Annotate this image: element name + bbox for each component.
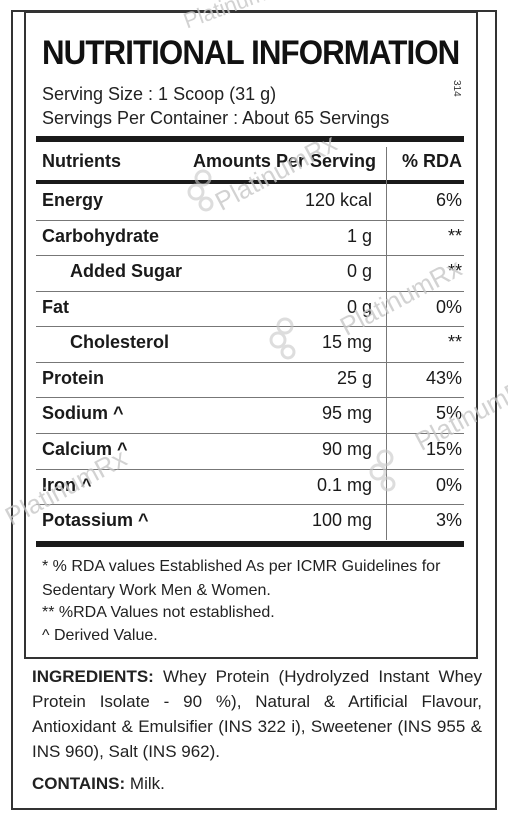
- column-divider: [386, 147, 387, 540]
- watermark-logo-icon: [269, 317, 296, 360]
- row-divider: [36, 469, 464, 470]
- table-row: Carbohydrate 1 g **: [36, 222, 464, 252]
- nutrient-name: Potassium ^: [42, 510, 149, 530]
- nutrient-name: Calcium ^: [42, 439, 128, 459]
- nutrient-rda: 0%: [435, 297, 462, 317]
- nutrient-name: Added Sugar: [70, 261, 183, 281]
- nutrient-name: Sodium ^: [42, 403, 124, 423]
- table-row: Added Sugar 0 g **: [36, 257, 464, 287]
- nutrient-amount: 25 g: [336, 368, 372, 388]
- top-divider: [36, 136, 464, 142]
- table-row: Calcium ^ 90 mg 15%: [36, 435, 464, 465]
- contains-text: Milk.: [129, 774, 165, 793]
- nutrient-rda: 6%: [435, 190, 462, 210]
- footnote: * % RDA values Established As per ICMR G…: [42, 558, 441, 575]
- nutrient-name: Cholesterol: [70, 332, 170, 352]
- nutrient-rda: 15%: [425, 439, 462, 459]
- table-row: Potassium ^ 100 mg 3%: [36, 506, 464, 536]
- header-divider: [36, 180, 464, 184]
- row-divider: [36, 433, 464, 434]
- nutrient-amount: 0 g: [346, 297, 372, 317]
- nutrient-amount: 0 g: [346, 261, 372, 281]
- nutrition-facts-box: [24, 11, 478, 659]
- contains-label: CONTAINS:: [32, 774, 126, 793]
- table-row: Iron ^ 0.1 mg 0%: [36, 471, 464, 501]
- table-row: Energy 120 kcal 6%: [36, 186, 464, 216]
- table-header-row: Nutrients Amounts Per Serving % RDA: [36, 147, 464, 177]
- nutrient-rda: 5%: [435, 403, 462, 423]
- table-row: Protein 25 g 43%: [36, 364, 464, 394]
- footnote: ** %RDA Values not established.: [42, 604, 275, 621]
- header-nutrients: Nutrients: [42, 151, 122, 171]
- nutrient-amount: 120 kcal: [304, 190, 372, 210]
- row-divider: [36, 397, 464, 398]
- nutrient-amount: 90 mg: [321, 439, 372, 459]
- row-divider: [36, 255, 464, 256]
- ingredients-text: Whey Protein (Hydrolyzed Instant Whey Pr…: [32, 667, 482, 761]
- footnote: Sedentary Work Men & Women.: [42, 582, 271, 599]
- row-divider: [36, 504, 464, 505]
- watermark-logo-icon: [369, 449, 396, 492]
- nutrient-amount: 1 g: [346, 226, 372, 246]
- nutrition-label-panel: [11, 10, 497, 810]
- nutrient-rda: **: [447, 332, 462, 352]
- nutrient-amount: 95 mg: [321, 403, 372, 423]
- nutrient-rda: 0%: [435, 475, 462, 495]
- row-divider: [36, 326, 464, 327]
- row-divider: [36, 291, 464, 292]
- nutrient-name: Carbohydrate: [42, 226, 160, 246]
- row-divider: [36, 220, 464, 221]
- side-code: 314: [451, 80, 462, 97]
- nutrient-amount: 15 mg: [321, 332, 372, 352]
- header-amount: Amounts Per Serving: [192, 151, 376, 171]
- nutrient-rda: **: [447, 261, 462, 281]
- servings-per-container: Servings Per Container : About 65 Servin…: [42, 108, 390, 128]
- nutrient-rda: **: [447, 226, 462, 246]
- nutrient-name: Energy: [42, 190, 104, 210]
- nutrient-rda: 3%: [435, 510, 462, 530]
- ingredients-label: INGREDIENTS:: [32, 667, 154, 686]
- table-row: Cholesterol 15 mg **: [36, 328, 464, 358]
- header-rda: % RDA: [401, 151, 462, 171]
- table-row: Fat 0 g 0%: [36, 293, 464, 323]
- table-row: Sodium ^ 95 mg 5%: [36, 399, 464, 429]
- contains-block: CONTAINS: Milk.: [32, 774, 165, 794]
- nutrient-name: Fat: [42, 297, 69, 317]
- row-divider: [36, 362, 464, 363]
- nutrient-amount: 0.1 mg: [316, 475, 372, 495]
- footnote: ^ Derived Value.: [42, 627, 158, 644]
- nutrient-name: Iron ^: [42, 475, 92, 495]
- serving-size: Serving Size : 1 Scoop (31 g): [42, 84, 277, 104]
- ingredients-block: INGREDIENTS: Whey Protein (Hydrolyzed In…: [32, 664, 482, 764]
- bottom-divider: [36, 541, 464, 547]
- page-title: NUTRITIONAL INFORMATION: [42, 34, 460, 72]
- nutrient-name: Protein: [42, 368, 105, 388]
- nutrient-rda: 43%: [425, 368, 462, 388]
- watermark-logo-icon: [187, 169, 214, 212]
- nutrient-amount: 100 mg: [311, 510, 372, 530]
